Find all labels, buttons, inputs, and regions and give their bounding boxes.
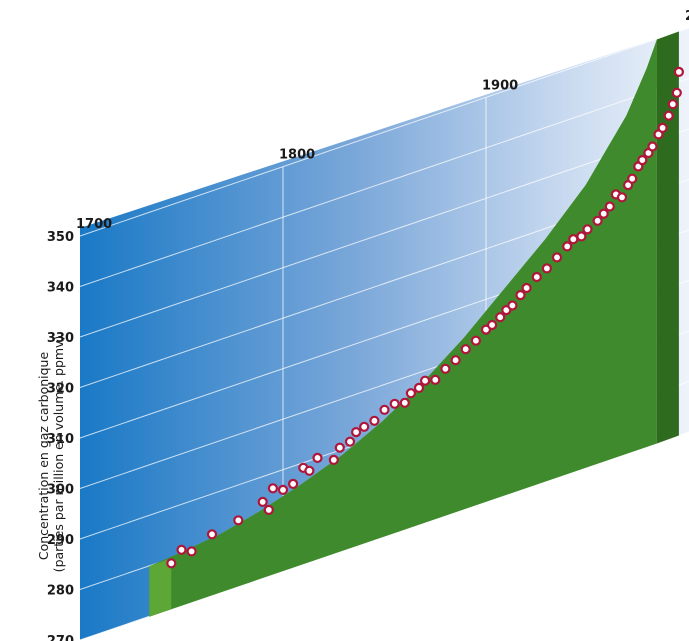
data-point — [576, 231, 587, 242]
grid-line-y-350 — [79, 27, 689, 237]
data-point — [487, 319, 498, 331]
data-point — [166, 558, 177, 569]
data-point — [673, 66, 685, 78]
data-point — [671, 87, 682, 98]
y-tick-label-280: 280 — [47, 584, 74, 599]
y-tick-label-310: 310 — [47, 432, 74, 447]
y-tick-label-290: 290 — [47, 533, 74, 548]
data-point — [667, 99, 678, 110]
data-point — [663, 110, 674, 121]
y-tick-label-350: 350 — [47, 230, 74, 245]
data-point — [515, 290, 526, 301]
data-points — [166, 66, 685, 569]
data-point — [627, 173, 638, 184]
y-tick-labels: 270 280 290 300 310 320 330 340 350 — [47, 230, 74, 641]
x-tick-labels: 1700 1800 1900 2000 — [76, 9, 689, 232]
data-point — [616, 192, 628, 203]
y-tick-label-330: 330 — [47, 331, 74, 346]
data-point — [521, 282, 532, 294]
data-point — [359, 421, 370, 432]
data-point — [582, 224, 593, 235]
data-point — [206, 529, 218, 540]
x-tick-label-1800: 1800 — [279, 148, 315, 163]
y-tick-label-270: 270 — [47, 634, 74, 641]
data-point — [460, 344, 471, 355]
data-point — [351, 427, 362, 438]
data-point — [440, 363, 451, 374]
x-tick-label-1900: 1900 — [482, 78, 518, 93]
y-axis-title: Concentration en gaz carbonique (parties… — [36, 336, 66, 573]
data-point — [369, 415, 380, 426]
data-point — [399, 397, 410, 408]
data-point — [647, 141, 658, 152]
area-start-face — [149, 558, 172, 617]
y-tick-label-340: 340 — [47, 281, 74, 296]
y-axis-title-line2: (parties par million en volume. ppmv) — [51, 336, 66, 573]
data-point — [389, 398, 400, 409]
data-point — [334, 442, 345, 453]
data-point — [470, 335, 481, 346]
data-point — [288, 478, 299, 489]
data-point — [304, 465, 315, 476]
y-axis-title-line1: Concentration en gaz carbonique — [36, 352, 51, 561]
data-point — [495, 312, 506, 323]
data-point — [312, 452, 323, 463]
data-point — [186, 546, 197, 557]
data-point — [263, 504, 274, 515]
y-tick-label-300: 300 — [47, 483, 74, 498]
data-point — [592, 215, 603, 226]
data-point — [430, 374, 441, 385]
y-tick-label-320: 320 — [47, 382, 74, 397]
grid-line-y-340 — [79, 78, 689, 287]
data-point — [637, 155, 648, 166]
data-point — [233, 515, 244, 526]
grid-line-y-330 — [79, 128, 689, 338]
data-point — [568, 234, 579, 245]
data-point — [604, 201, 615, 212]
x-tick-label-1700: 1700 — [76, 217, 112, 232]
data-point — [176, 544, 187, 555]
data-point — [541, 263, 553, 274]
data-point — [328, 454, 339, 465]
data-point — [405, 388, 416, 399]
data-point — [450, 355, 461, 366]
data-point — [257, 496, 268, 507]
data-point — [657, 122, 668, 134]
data-point — [551, 252, 563, 263]
data-point — [344, 436, 356, 447]
data-point — [598, 208, 609, 219]
data-point — [267, 483, 278, 494]
data-point — [507, 300, 518, 311]
data-point — [562, 241, 573, 252]
data-point — [379, 404, 390, 415]
x-tick-label-2000: 2000 — [685, 9, 689, 24]
area-front-face — [149, 39, 657, 617]
data-point — [420, 375, 431, 386]
data-point — [413, 382, 425, 393]
data-point — [277, 484, 289, 495]
data-point — [531, 271, 542, 283]
